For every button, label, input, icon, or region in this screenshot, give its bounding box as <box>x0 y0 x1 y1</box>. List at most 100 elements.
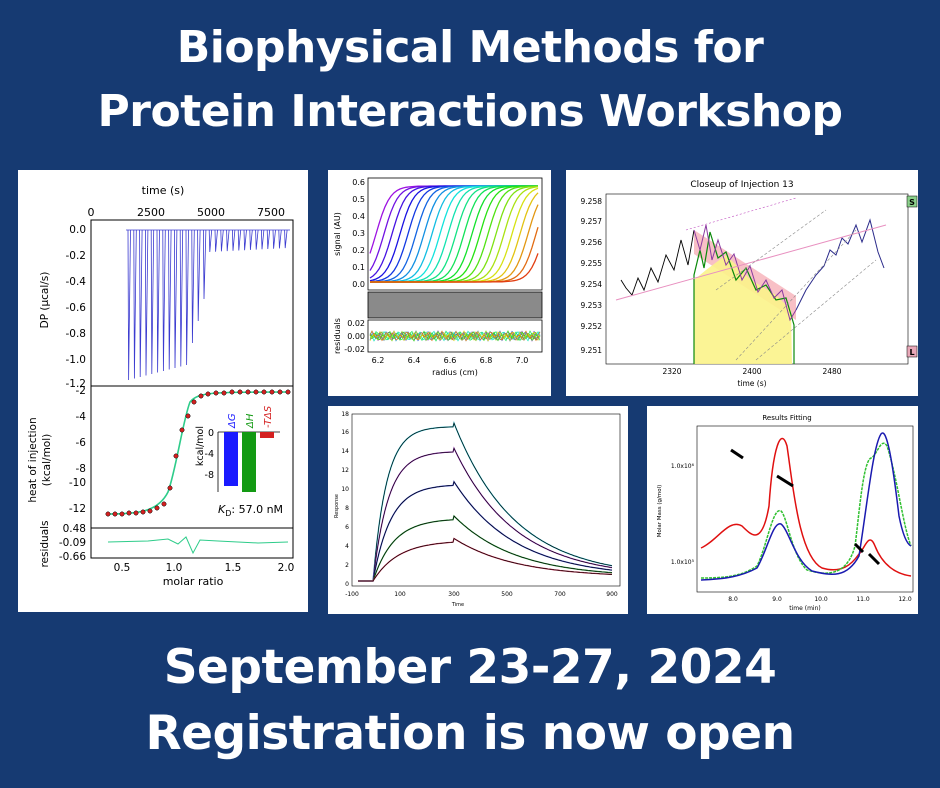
spr-curves <box>358 421 613 582</box>
itc-injection-spike <box>255 229 259 250</box>
itc-heat-tick: -6 <box>76 437 87 449</box>
mals-mass-segment <box>730 448 744 460</box>
itc-time-tick: 2500 <box>137 206 165 219</box>
itc-injection-spike <box>203 229 207 300</box>
spr-y-tick: 8 <box>345 505 349 512</box>
spr-sensorgram-curve <box>358 480 613 582</box>
itc-bar-unit: kcal/mol <box>195 426 206 466</box>
auc-signal-tick: 0.6 <box>352 178 365 187</box>
headline-line-1: Biophysical Methods for <box>176 22 764 73</box>
auc-radius-tick: 6.2 <box>372 356 385 365</box>
auc-signal-tick: 0.2 <box>352 246 365 255</box>
auc-resid-label: residuals <box>333 318 342 354</box>
auc-signal-tick: 0.3 <box>352 229 365 238</box>
closeup-marker-s <box>906 195 918 208</box>
itc-heat-point <box>213 390 219 396</box>
spr-x-tick: 900 <box>606 591 618 598</box>
itc-injection-spike <box>133 229 137 379</box>
itc-resid-line <box>107 536 289 555</box>
itc-injection-spike <box>208 229 213 253</box>
itc-bar-label-dg: ΔG <box>227 413 238 429</box>
auc-signal-tick: 0.1 <box>352 263 365 272</box>
auc-resid-tick: 0.00 <box>347 332 365 341</box>
itc-heat-tick: -12 <box>69 503 86 515</box>
spr-y-tick: 2 <box>345 562 349 569</box>
itc-injection-spike <box>272 229 276 249</box>
itc-heat-point <box>133 510 139 516</box>
closeup-baseline-pre <box>620 229 695 296</box>
auc-radius-tick: 6.8 <box>480 356 493 365</box>
headline-line-2: Protein Interactions Workshop <box>97 86 843 137</box>
auc-resid-tick: 0.02 <box>347 319 365 328</box>
itc-resid-frame <box>90 527 294 559</box>
itc-heat-tick: -2 <box>76 385 86 397</box>
itc-injection-spike <box>266 229 271 250</box>
closeup-y-tick: 9.254 <box>581 280 603 289</box>
itc-injection-spike <box>249 229 253 250</box>
itc-dp-tick: -1.0 <box>66 354 87 366</box>
itc-heat-label-1: heat of injection <box>27 417 39 502</box>
closeup-title: Closeup of Injection 13 <box>690 180 793 190</box>
mals-x-tick: 12.0 <box>898 596 912 603</box>
itc-heat-point <box>191 399 197 405</box>
mals-x-label: time (min) <box>789 605 820 612</box>
spr-fit-curve <box>358 422 613 582</box>
itc-heat-point <box>198 393 204 399</box>
itc-injection-spike <box>174 229 178 369</box>
itc-heat-point <box>229 389 235 395</box>
spr-x-tick: 700 <box>554 591 566 598</box>
mals-x-tick: 10.0 <box>814 596 828 603</box>
itc-time-tick: 7500 <box>257 206 285 219</box>
closeup-yellow-area <box>694 255 792 364</box>
mals-y-tick: 1.0x10⁶ <box>671 463 695 470</box>
itc-heat-point <box>285 389 291 395</box>
itc-injection-spike <box>237 229 242 251</box>
itc-heat-point <box>205 391 211 397</box>
closeup-x-label: time (s) <box>737 379 766 388</box>
spr-x-tick: -100 <box>345 591 359 598</box>
itc-molar-label: molar ratio <box>163 575 224 588</box>
spr-y-tick: 16 <box>341 429 349 436</box>
spr-x-tick: 500 <box>501 591 513 598</box>
itc-resid-tick: -0.09 <box>59 537 86 549</box>
itc-bar-dh <box>242 432 256 492</box>
auc-radius-tick: 7.0 <box>516 356 529 365</box>
closeup-baseline-post <box>795 218 885 311</box>
mals-y-tick: 1.0x10⁵ <box>671 559 695 566</box>
auc-signal-tick: 0.4 <box>352 212 365 221</box>
mals-title: Results Fitting <box>762 414 811 422</box>
auc-curve <box>369 185 538 254</box>
mals-mass-segment <box>776 474 794 488</box>
spr-y-tick: 18 <box>341 411 349 418</box>
closeup-fit-line <box>615 224 887 301</box>
itc-dp-tick: -0.4 <box>66 276 87 288</box>
itc-bar-label-tds: -TΔS <box>263 405 274 428</box>
sec-mals-figure: Results Fitting 1.0x10⁶ 1.0x10⁵ Molar Ma… <box>647 406 918 614</box>
auc-figure: 0.6 0.5 0.4 0.3 0.2 0.1 0.0 signal (AU) … <box>328 170 551 396</box>
itc-heat-point <box>179 427 185 433</box>
itc-injection-spike <box>278 229 282 249</box>
closeup-y-tick: 9.255 <box>581 259 603 268</box>
auc-radius-tick: 6.6 <box>444 356 457 365</box>
itc-molar-tick: 1.5 <box>225 562 242 574</box>
closeup-y-tick: 9.253 <box>581 301 603 310</box>
itc-injection-spike <box>197 229 201 322</box>
itc-heat-point <box>261 389 267 395</box>
itc-injection-spike <box>156 229 160 373</box>
itc-injection-spike <box>127 229 131 381</box>
auc-curve <box>370 227 539 283</box>
spr-y-tick: 10 <box>341 486 349 493</box>
closeup-marker-l <box>906 345 918 358</box>
itc-injection-spike <box>162 229 166 372</box>
itc-injection-spike <box>226 229 230 252</box>
auc-sedimentation-curves <box>369 185 539 283</box>
itc-heat-point <box>245 389 251 395</box>
itc-bar-dg <box>224 432 238 486</box>
mals-x-tick: 11.0 <box>856 596 870 603</box>
itc-injection-spike <box>185 229 189 366</box>
auc-signal-tick: 0.0 <box>352 280 365 289</box>
spr-x-label: Time <box>451 602 464 608</box>
itc-raw-thermogram <box>126 229 290 381</box>
itc-heat-point <box>173 453 179 459</box>
spr-y-label: Response <box>334 494 340 518</box>
